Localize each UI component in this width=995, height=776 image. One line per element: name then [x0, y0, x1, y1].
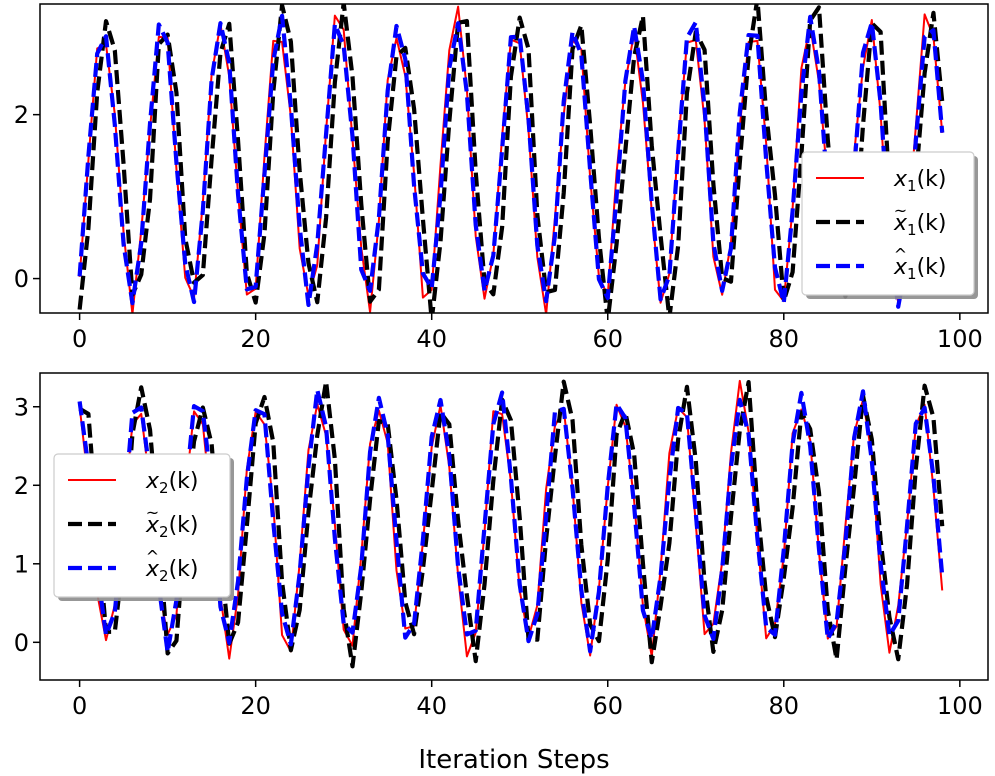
legend-label-1: x1(k) — [893, 167, 946, 195]
x-tick-label: 40 — [416, 692, 447, 720]
x-tick-label: 60 — [592, 692, 623, 720]
axes-frame — [39, 372, 989, 681]
legend: x2(k)x2(k)~x2(k)^ — [53, 453, 234, 601]
legend-label-2: x2(k) — [145, 513, 198, 541]
legend-accent-3: ^ — [894, 245, 907, 264]
series-line-3-subplot-1 — [77, 13, 945, 309]
x-axis-label: Iteration Steps — [418, 745, 609, 775]
legend: x1(k)x1(k)~x1(k)^ — [801, 151, 978, 299]
legend-accent-2: ~ — [146, 503, 159, 522]
x-tick-label: 80 — [769, 325, 800, 353]
y-tick-label: 1 — [14, 550, 29, 578]
legend-label-3: x2(k) — [145, 557, 198, 585]
x-tick-label: 80 — [769, 692, 800, 720]
y-tick-label: 0 — [14, 629, 29, 657]
legend-label-2: x1(k) — [893, 211, 946, 239]
series-line-3-subplot-2 — [77, 387, 945, 655]
x-tick-label: 40 — [416, 325, 447, 353]
subplot-2: 0 20 40 60 80 100 0 1 2 3 Iteration Steps x2(k) x2(k… — [14, 372, 989, 775]
y-tick-label: 2 — [14, 472, 29, 500]
x-tick-label: 0 — [72, 325, 87, 353]
x-tick-label: 20 — [240, 325, 271, 353]
legend-accent-2: ~ — [894, 201, 907, 220]
x-tick-label: 60 — [592, 325, 623, 353]
legend-accent-3: ^ — [146, 547, 159, 566]
axes-frame — [39, 3, 989, 314]
x-tick-label: 100 — [937, 692, 983, 720]
x-tick-label: 100 — [937, 325, 983, 353]
plot-area — [77, 4, 945, 313]
y-tick-label: 0 — [14, 265, 29, 293]
x-tick-label: 0 — [72, 692, 87, 720]
legend-label-1: x2(k) — [145, 469, 198, 497]
x-tick-label: 20 — [240, 692, 271, 720]
y-tick-label: 2 — [14, 101, 29, 129]
legend-label-3: x1(k) — [893, 255, 946, 283]
y-tick-label: 3 — [14, 393, 29, 421]
